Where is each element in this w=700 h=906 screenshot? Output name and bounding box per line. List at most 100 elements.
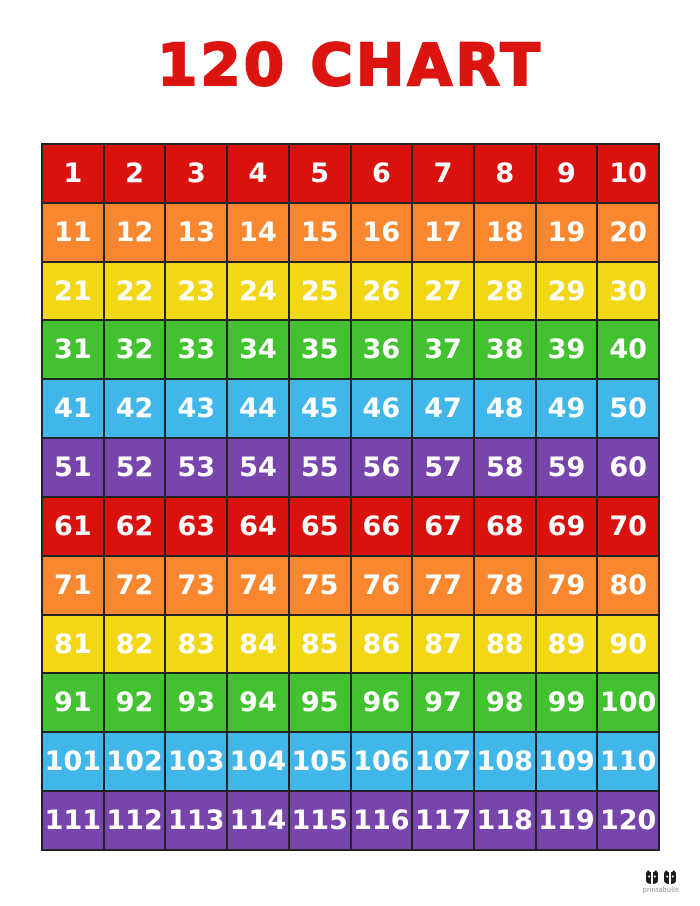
grid-cell-28: 28: [474, 262, 537, 322]
grid-cell-111: 111: [43, 792, 105, 851]
grid-cell-113: 113: [166, 792, 229, 851]
grid-cell-51: 51: [43, 439, 105, 498]
grid-cell-110: 110: [598, 733, 660, 793]
grid-cell-3: 3: [166, 145, 229, 204]
grid-cell-69: 69: [536, 497, 599, 557]
grid-cell-90: 90: [598, 615, 660, 675]
grid-cell-81: 81: [43, 615, 105, 675]
grid-cell-72: 72: [104, 556, 167, 616]
grid-cell-53: 53: [166, 439, 229, 498]
grid-cell-95: 95: [289, 674, 352, 734]
grid-cell-92: 92: [104, 674, 167, 734]
grid-cell-8: 8: [474, 145, 537, 204]
grid-cell-99: 99: [536, 674, 599, 734]
grid-cell-5: 5: [289, 145, 352, 204]
grid-cell-74: 74: [228, 556, 290, 616]
grid-cell-19: 19: [536, 203, 599, 263]
grid-cell-63: 63: [166, 497, 229, 557]
grid-cell-60: 60: [598, 439, 660, 498]
bulldog-faces-icon: [646, 870, 676, 884]
grid-cell-6: 6: [351, 145, 414, 204]
grid-cell-47: 47: [413, 380, 475, 440]
grid-cell-117: 117: [413, 792, 475, 851]
grid-cell-104: 104: [228, 733, 290, 793]
grid-cell-85: 85: [289, 615, 352, 675]
grid-cell-35: 35: [289, 321, 352, 381]
grid-cell-115: 115: [289, 792, 352, 851]
grid-cell-25: 25: [289, 262, 352, 322]
grid-cell-49: 49: [536, 380, 599, 440]
grid-cell-42: 42: [104, 380, 167, 440]
grid-cell-10: 10: [598, 145, 660, 204]
grid-cell-44: 44: [228, 380, 290, 440]
grid-cell-100: 100: [598, 674, 660, 734]
grid-cell-2: 2: [104, 145, 167, 204]
grid-cell-1: 1: [43, 145, 105, 204]
grid-cell-67: 67: [413, 497, 475, 557]
grid-cell-88: 88: [474, 615, 537, 675]
grid-cell-17: 17: [413, 203, 475, 263]
grid-cell-68: 68: [474, 497, 537, 557]
grid-cell-30: 30: [598, 262, 660, 322]
grid-cell-7: 7: [413, 145, 475, 204]
grid-cell-76: 76: [351, 556, 414, 616]
grid-cell-4: 4: [228, 145, 290, 204]
grid-cell-12: 12: [104, 203, 167, 263]
grid-cell-103: 103: [166, 733, 229, 793]
grid-cell-66: 66: [351, 497, 414, 557]
grid-cell-13: 13: [166, 203, 229, 263]
grid-cell-101: 101: [43, 733, 105, 793]
grid-cell-84: 84: [228, 615, 290, 675]
grid-cell-59: 59: [536, 439, 599, 498]
grid-cell-57: 57: [413, 439, 475, 498]
grid-cell-15: 15: [289, 203, 352, 263]
grid-cell-65: 65: [289, 497, 352, 557]
grid-cell-58: 58: [474, 439, 537, 498]
grid-cell-24: 24: [228, 262, 290, 322]
grid-cell-118: 118: [474, 792, 537, 851]
grid-cell-62: 62: [104, 497, 167, 557]
grid-cell-22: 22: [104, 262, 167, 322]
grid-cell-61: 61: [43, 497, 105, 557]
grid-cell-18: 18: [474, 203, 537, 263]
grid-cell-23: 23: [166, 262, 229, 322]
grid-cell-120: 120: [598, 792, 660, 851]
grid-cell-11: 11: [43, 203, 105, 263]
grid-cell-77: 77: [413, 556, 475, 616]
grid-cell-14: 14: [228, 203, 290, 263]
grid-cell-37: 37: [413, 321, 475, 381]
grid-cell-112: 112: [104, 792, 167, 851]
grid-cell-26: 26: [351, 262, 414, 322]
grid-cell-36: 36: [351, 321, 414, 381]
grid-cell-32: 32: [104, 321, 167, 381]
grid-cell-80: 80: [598, 556, 660, 616]
grid-cell-34: 34: [228, 321, 290, 381]
grid-cell-83: 83: [166, 615, 229, 675]
grid-cell-43: 43: [166, 380, 229, 440]
grid-cell-29: 29: [536, 262, 599, 322]
grid-cell-27: 27: [413, 262, 475, 322]
grid-cell-45: 45: [289, 380, 352, 440]
grid-cell-21: 21: [43, 262, 105, 322]
grid-cell-96: 96: [351, 674, 414, 734]
grid-cell-39: 39: [536, 321, 599, 381]
grid-cell-75: 75: [289, 556, 352, 616]
grid-cell-108: 108: [474, 733, 537, 793]
grid-cell-48: 48: [474, 380, 537, 440]
grid-cell-31: 31: [43, 321, 105, 381]
grid-cell-33: 33: [166, 321, 229, 381]
grid-cell-102: 102: [104, 733, 167, 793]
grid-cell-71: 71: [43, 556, 105, 616]
page-title: 120 CHART: [156, 31, 543, 99]
grid-cell-93: 93: [166, 674, 229, 734]
grid-cell-105: 105: [289, 733, 352, 793]
grid-cell-98: 98: [474, 674, 537, 734]
grid-cell-79: 79: [536, 556, 599, 616]
grid-cell-38: 38: [474, 321, 537, 381]
grid-cell-97: 97: [413, 674, 475, 734]
grid-cell-114: 114: [228, 792, 290, 851]
grid-cell-87: 87: [413, 615, 475, 675]
grid-cell-91: 91: [43, 674, 105, 734]
grid-cell-9: 9: [536, 145, 599, 204]
